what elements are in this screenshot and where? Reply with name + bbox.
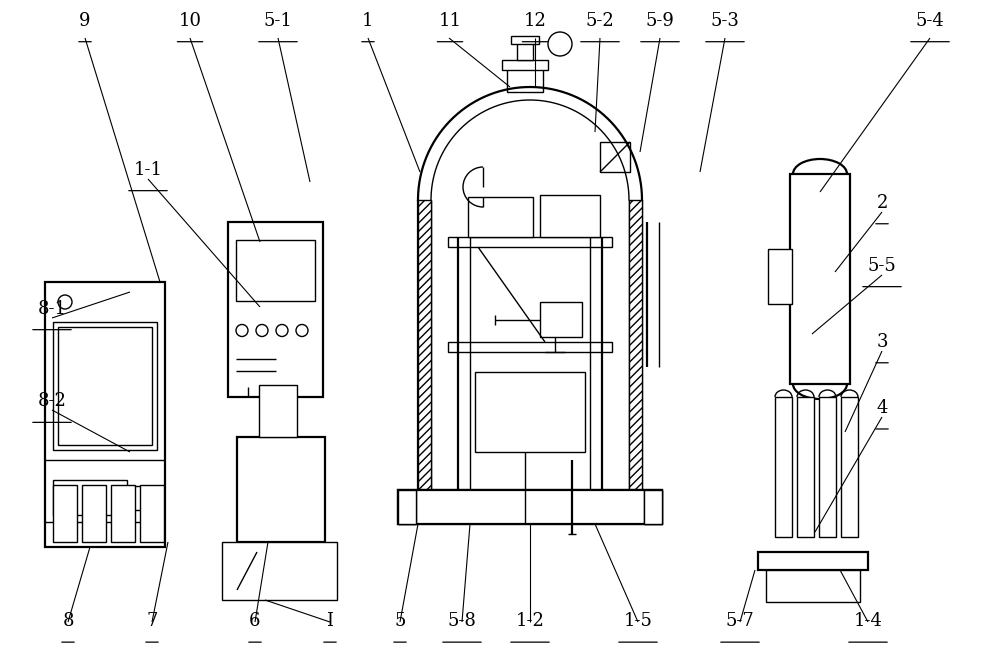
Bar: [468, 197, 533, 237]
Bar: [448, 342, 612, 352]
Bar: [775, 397, 792, 537]
Bar: [540, 302, 582, 337]
Bar: [766, 570, 860, 602]
Text: 1-4: 1-4: [854, 612, 882, 630]
Text: 1-5: 1-5: [624, 612, 652, 630]
Text: 5-5: 5-5: [868, 257, 896, 275]
Bar: [517, 42, 533, 60]
Bar: [511, 36, 539, 44]
Text: 3: 3: [876, 333, 888, 351]
Bar: [540, 195, 600, 237]
Text: 6: 6: [249, 612, 261, 630]
Bar: [502, 60, 548, 70]
Bar: [768, 249, 792, 305]
Bar: [644, 490, 662, 524]
Text: 8-1: 8-1: [38, 300, 66, 318]
Bar: [45, 282, 165, 547]
Bar: [140, 485, 164, 542]
Bar: [448, 237, 612, 247]
Bar: [629, 200, 642, 490]
Text: 4: 4: [876, 399, 888, 417]
Bar: [644, 490, 662, 524]
Text: 1-2: 1-2: [516, 612, 544, 630]
Text: 10: 10: [178, 12, 202, 30]
Bar: [132, 485, 150, 510]
Text: 5-7: 5-7: [726, 612, 754, 630]
Text: 5: 5: [394, 612, 406, 630]
Bar: [228, 222, 323, 397]
Text: 1-1: 1-1: [134, 161, 162, 179]
Bar: [819, 397, 836, 537]
Bar: [600, 142, 630, 172]
Bar: [398, 490, 662, 524]
Bar: [507, 64, 543, 92]
Bar: [111, 485, 135, 542]
Bar: [236, 240, 315, 301]
Text: 5-1: 5-1: [264, 12, 292, 30]
Text: 5-3: 5-3: [711, 12, 739, 30]
Text: 5-9: 5-9: [646, 12, 674, 30]
Text: 5-4: 5-4: [916, 12, 944, 30]
Bar: [475, 372, 585, 452]
Bar: [58, 327, 152, 445]
Bar: [53, 485, 77, 542]
Bar: [398, 490, 416, 524]
Bar: [841, 397, 858, 537]
Bar: [237, 437, 325, 542]
Bar: [758, 552, 868, 570]
Text: 2: 2: [876, 194, 888, 212]
Bar: [418, 200, 431, 490]
Bar: [259, 385, 297, 437]
Text: I: I: [326, 612, 334, 630]
Bar: [53, 322, 157, 449]
Text: 5-8: 5-8: [448, 612, 476, 630]
Text: 12: 12: [524, 12, 546, 30]
Bar: [398, 490, 662, 524]
Bar: [82, 485, 106, 542]
Text: 1: 1: [362, 12, 374, 30]
Bar: [398, 490, 416, 524]
Text: 8: 8: [62, 612, 74, 630]
Text: 5-2: 5-2: [586, 12, 614, 30]
Text: 11: 11: [438, 12, 462, 30]
Bar: [222, 542, 337, 600]
Bar: [53, 479, 127, 514]
Bar: [797, 397, 814, 537]
Bar: [790, 174, 850, 384]
Text: 9: 9: [79, 12, 91, 30]
Text: 8-2: 8-2: [38, 393, 66, 410]
Text: 7: 7: [146, 612, 158, 630]
